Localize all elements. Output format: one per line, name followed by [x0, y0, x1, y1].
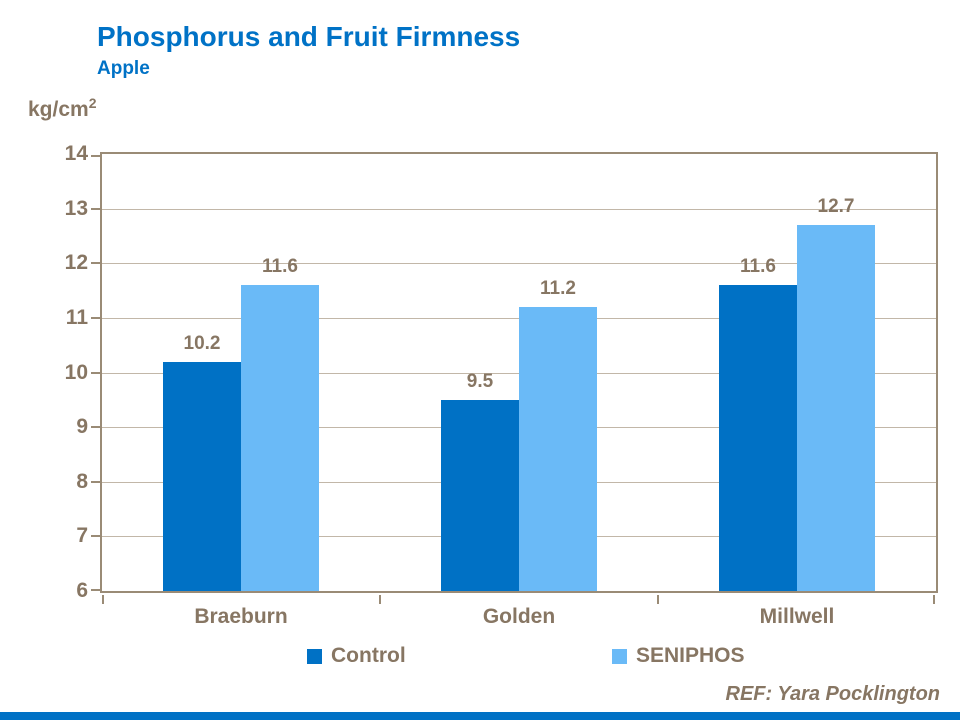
- legend-label: Control: [331, 644, 406, 667]
- legend-item-control: Control: [307, 644, 406, 668]
- page-subtitle: Apple: [97, 58, 150, 79]
- bar-seniphos-braeburn: [241, 285, 319, 591]
- bar-seniphos-millwell: [797, 225, 875, 591]
- bar-control-braeburn: [163, 361, 241, 591]
- y-axis-tick: [91, 535, 100, 538]
- y-axis-tick-label: 13: [64, 196, 88, 220]
- x-axis-tick: [379, 595, 381, 604]
- legend-swatch-icon: [307, 648, 322, 664]
- y-axis-tick: [91, 316, 100, 319]
- y-axis-tick-label: 12: [64, 251, 88, 275]
- y-axis-tick-label: 14: [64, 142, 88, 165]
- plot-area: 6 7 8 9 10 11 12 13 14 10.2 11.6 Braeburn 9.5 11.2 Gol…: [65, 142, 938, 628]
- x-axis-category-label: Braeburn: [194, 605, 288, 628]
- bar-value-label: 11.2: [540, 277, 576, 299]
- y-axis-tick: [91, 371, 100, 374]
- legend-item-seniphos: SENIPHOS: [612, 644, 745, 668]
- footer-accent-bar: [0, 712, 960, 720]
- legend: Control SENIPHOS: [100, 644, 940, 674]
- unit-base: kg/cm: [28, 98, 89, 121]
- unit-exponent: 2: [88, 95, 97, 111]
- y-axis-tick: [91, 155, 100, 157]
- y-axis-tick-label: 6: [76, 579, 88, 602]
- y-axis-tick-label: 10: [64, 360, 88, 384]
- legend-swatch-icon: [612, 648, 627, 664]
- y-axis-unit-label: kg/cm2: [28, 95, 97, 122]
- bar-value-label: 11.6: [740, 256, 776, 278]
- gridline: [102, 263, 936, 265]
- y-axis-tick: [91, 207, 100, 210]
- bar-value-label: 9.5: [466, 370, 494, 392]
- y-axis-tick: [91, 262, 100, 265]
- x-axis-category-label: Millwell: [759, 605, 835, 628]
- page-title: Phosphorus and Fruit Firmness: [97, 21, 521, 52]
- bar-value-label: 10.2: [183, 332, 221, 354]
- y-axis-tick-label: 8: [76, 469, 88, 493]
- bar-seniphos-golden: [519, 306, 597, 591]
- x-axis-tick: [102, 595, 104, 604]
- bar-control-millwell: [719, 285, 797, 591]
- y-axis-tick: [91, 480, 100, 483]
- bar-control-golden: [441, 399, 519, 591]
- legend-label: SENIPHOS: [636, 644, 745, 667]
- reference-text: REF: Yara Pocklington: [725, 683, 940, 705]
- y-axis-tick: [91, 426, 100, 429]
- y-axis-tick-label: 9: [76, 415, 88, 439]
- x-axis-category-label: Golden: [482, 605, 556, 628]
- x-axis-tick: [933, 595, 935, 604]
- x-axis-tick: [657, 595, 659, 604]
- bar-value-label: 12.7: [817, 196, 855, 218]
- y-axis-tick: [91, 589, 100, 591]
- y-axis-tick-label: 11: [65, 305, 88, 329]
- gridline: [102, 208, 936, 210]
- bar-value-label: 11.6: [262, 256, 298, 278]
- y-axis-tick-label: 7: [76, 524, 88, 548]
